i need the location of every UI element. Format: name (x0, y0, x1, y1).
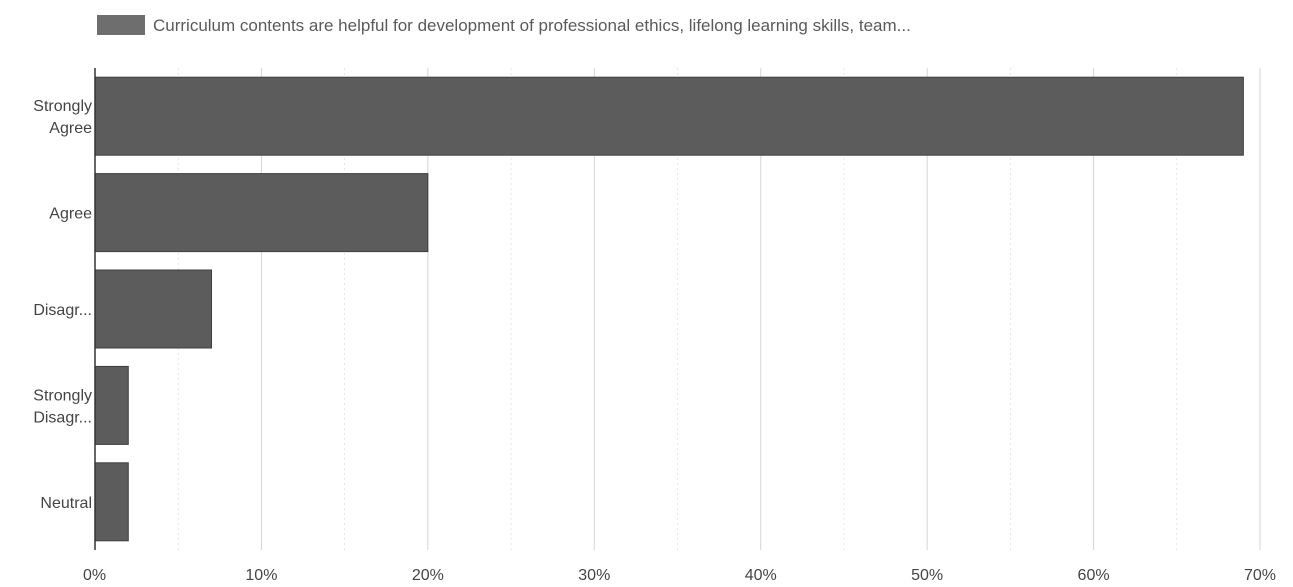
x-tick-label: 60% (1078, 567, 1110, 584)
category-label: Neutral (40, 495, 92, 512)
x-axis-tick-labels: 0% 10% 20% 30% 40% 50% 60% 70% (83, 567, 1276, 584)
category-label: Agree (49, 206, 92, 223)
x-tick-label: 50% (911, 567, 943, 584)
category-label: Strongly (33, 98, 92, 115)
x-tick-label: 0% (83, 567, 106, 584)
bar-2 (94, 269, 212, 349)
bar-4 (94, 462, 129, 542)
legend-label: Curriculum contents are helpful for deve… (153, 16, 911, 35)
bar-3 (94, 365, 129, 445)
category-label: Disagr... (33, 302, 92, 319)
category-label: Disagr... (33, 409, 92, 426)
bar-0 (94, 76, 1244, 156)
category-label: Agree (49, 120, 92, 137)
x-tick-label: 40% (745, 567, 777, 584)
legend-swatch (97, 15, 145, 35)
x-tick-label: 30% (578, 567, 610, 584)
bar-1 (94, 173, 429, 253)
category-labels: Strongly Agree Agree Disagr... Strongly Disag… (33, 98, 92, 512)
x-tick-label: 10% (245, 567, 277, 584)
x-tick-label: 70% (1244, 567, 1276, 584)
x-tick-label: 20% (412, 567, 444, 584)
legend: Curriculum contents are helpful for deve… (97, 15, 911, 35)
bars (94, 76, 1244, 542)
category-label: Strongly (33, 387, 92, 404)
